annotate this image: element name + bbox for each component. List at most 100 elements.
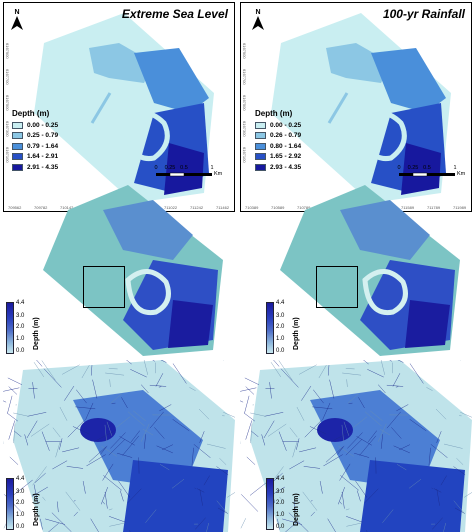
- colorbar-tick: 4.4: [16, 300, 25, 306]
- colorbar-tick: 3.0: [16, 313, 25, 319]
- coordinate-label: 6167700: [5, 69, 10, 85]
- colorbar-tick: 2.0: [276, 500, 285, 506]
- coordinate-label: 6167300: [242, 121, 247, 137]
- north-arrow-esl: N: [10, 9, 24, 32]
- coordinate-label: 711022: [164, 205, 178, 210]
- legend-label: 1.64 - 2.91: [27, 153, 59, 161]
- legend-swatch: [12, 163, 23, 171]
- legend-swatch: [255, 142, 266, 150]
- legend-title-esl: Depth (m): [12, 109, 50, 118]
- coordinate-label: 711589: [401, 205, 415, 210]
- colorbar-tick: 3.0: [16, 489, 25, 495]
- colorbar-tick: 0.0: [16, 524, 25, 530]
- legend-label: 0.00 - 0.25: [27, 121, 59, 129]
- colorbar-label: Depth (m): [293, 493, 300, 526]
- colorbar-label: Depth (m): [33, 493, 40, 526]
- coordinate-label: 6167500: [242, 95, 247, 111]
- legend-label: 0.25 - 0.79: [27, 132, 59, 140]
- colorbar-row2-left: 4.4 3.0 2.0 1.0 0.0 Depth (m): [6, 300, 46, 356]
- title-extreme-sea-level: Extreme Sea Level: [121, 7, 228, 21]
- coordinate-label: 710789: [297, 205, 311, 210]
- scalebar-rain: 0 0.25 0.5 1 Km: [397, 165, 465, 180]
- flood-depth-map-rain: [271, 13, 451, 203]
- legend-swatch: [12, 121, 23, 129]
- coordinate-label: 710142: [60, 205, 74, 210]
- scale-label: 0.25: [407, 165, 419, 171]
- legend-esl: Depth (m) 0.00 - 0.25 0.25 - 0.79 0.79 - 1…: [12, 109, 58, 173]
- north-arrow-rain: N: [251, 9, 265, 32]
- legend-label: 2.91 - 4.35: [27, 163, 59, 171]
- coordinate-label: 6167100: [242, 147, 247, 163]
- coordinate-label: 709782: [34, 205, 48, 210]
- colorbar-label: Depth (m): [293, 317, 300, 350]
- coordinate-label: 711462: [216, 205, 230, 210]
- map-panel-extreme-sea-level: N Extreme Sea Level Depth (m) 0.00 - 0.2…: [3, 2, 235, 212]
- legend-rain: Depth (m) 0.00 - 0.25 0.26 - 0.79 0.80 - 1…: [255, 109, 301, 173]
- colorbar-row3-right: 4.4 3.0 2.0 1.0 0.0 Depth (m): [266, 476, 306, 532]
- legend-swatch: [255, 153, 266, 161]
- legend-item: 0.00 - 0.25: [12, 120, 58, 131]
- coordinate-label: 709562: [8, 205, 22, 210]
- scale-label: 0.5: [423, 165, 431, 171]
- legend-swatch: [255, 163, 266, 171]
- colorbar-row2-right: 4.4 3.0 2.0 1.0 0.0 Depth (m): [266, 300, 306, 356]
- legend-title-rain: Depth (m): [255, 109, 293, 118]
- colorbar-tick: 1.0: [276, 512, 285, 518]
- colorbar-tick: 1.0: [276, 336, 285, 342]
- continuous-depth-surface-esl: [43, 185, 223, 356]
- legend-swatch: [255, 121, 266, 129]
- coordinate-label: 710589: [271, 205, 285, 210]
- continuous-depth-map-esl: [3, 180, 235, 356]
- mesh-depth-map-esl: [3, 360, 235, 532]
- colorbar-tick: 1.0: [16, 512, 25, 518]
- flood-depth-map-esl: [34, 13, 214, 203]
- colorbar-tick: 4.4: [16, 476, 25, 482]
- colorbar-tick: 3.0: [276, 313, 285, 319]
- coordinate-label: 6167300: [5, 121, 10, 137]
- colorbar-tick: 0.0: [16, 348, 25, 354]
- coordinate-label: 711989: [453, 205, 467, 210]
- legend-item: 0.80 - 1.64: [255, 141, 301, 152]
- coordinate-label: 6167500: [5, 95, 10, 111]
- mesh-depth-map-rain: [240, 360, 472, 532]
- colorbar-tick: 2.0: [276, 324, 285, 330]
- colorbar-tick: 1.0: [16, 336, 25, 342]
- colorbar-tick: 4.4: [276, 476, 285, 482]
- scale-label: 0.5: [180, 165, 188, 171]
- legend-item: 2.91 - 4.35: [12, 162, 58, 173]
- legend-swatch: [12, 153, 23, 161]
- title-100yr-rainfall: 100-yr Rainfall: [382, 7, 465, 21]
- coordinate-label: 6167700: [242, 69, 247, 85]
- colorbar-row3-left: 4.4 3.0 2.0 1.0 0.0 Depth (m): [6, 476, 46, 532]
- colorbar-tick: 2.0: [16, 324, 25, 330]
- scale-label: 0.25: [164, 165, 176, 171]
- scale-label: 1: [453, 165, 457, 171]
- coordinate-label: 6167900: [242, 43, 247, 59]
- mesh-depth-surface-rain: [240, 360, 472, 532]
- legend-swatch: [255, 132, 266, 140]
- coordinate-label: 711789: [427, 205, 441, 210]
- colorbar-tick: 4.4: [276, 300, 285, 306]
- legend-item: 2.93 - 4.35: [255, 162, 301, 173]
- scale-unit: Km: [214, 171, 223, 177]
- colorbar-tick: 0.0: [276, 348, 285, 354]
- legend-item: 1.65 - 2.92: [255, 152, 301, 163]
- legend-label: 1.65 - 2.92: [270, 153, 302, 161]
- coordinate-label: 710389: [245, 205, 259, 210]
- continuous-depth-surface-rain: [280, 185, 460, 356]
- colorbar-tick: 2.0: [16, 500, 25, 506]
- zoom-inset-box-rain: [316, 266, 358, 308]
- scale-label: 1: [210, 165, 214, 171]
- scale-label: 0: [397, 165, 401, 171]
- legend-item: 0.00 - 0.25: [255, 120, 301, 131]
- legend-item: 0.79 - 1.64: [12, 141, 58, 152]
- colorbar-tick: 3.0: [276, 489, 285, 495]
- map-panel-100yr-rainfall: N 100-yr Rainfall Depth (m) 0.00 - 0.25 0…: [240, 2, 472, 212]
- legend-item: 0.26 - 0.79: [255, 131, 301, 142]
- legend-swatch: [12, 132, 23, 140]
- mesh-depth-surface-esl: [3, 360, 235, 532]
- zoom-inset-box-esl: [83, 266, 125, 308]
- colorbar-tick: 0.0: [276, 524, 285, 530]
- coordinate-label: 6167100: [5, 147, 10, 163]
- legend-item: 0.25 - 0.79: [12, 131, 58, 142]
